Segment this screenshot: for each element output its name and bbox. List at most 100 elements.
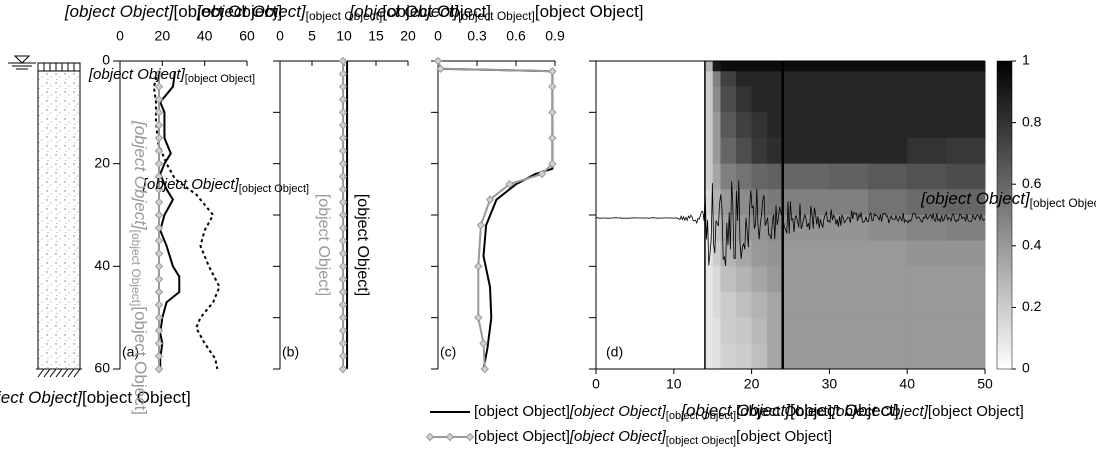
contour-cell [712, 138, 721, 165]
contour-cell [868, 163, 908, 190]
contour-cell [767, 61, 784, 72]
x-tick-label: 50 [977, 376, 993, 392]
subscript: [object Object] [239, 183, 309, 195]
contour-cell [596, 189, 706, 216]
marker [474, 313, 483, 322]
contour-cell [712, 292, 721, 319]
marker [548, 82, 557, 91]
legend-marker [445, 432, 455, 442]
marker [338, 339, 348, 348]
contour-cell [712, 240, 721, 267]
contour-cell [720, 189, 737, 216]
contour-cell [829, 240, 869, 267]
contour-cell [946, 163, 986, 190]
contour-cell [806, 138, 830, 165]
annotation: [object Object][object Object][object Ob… [129, 120, 150, 415]
contour-cell [767, 71, 784, 88]
text-part: [object Object] [535, 2, 644, 21]
text-part: [object Object] [64, 2, 175, 21]
contour-cell [712, 163, 721, 190]
marker [505, 179, 514, 189]
colorbar [996, 60, 1013, 370]
contour-cell [946, 138, 986, 165]
contour-cell [782, 189, 807, 216]
contour-cell [782, 266, 807, 293]
colorbar-tick-label: 0.4 [1022, 237, 1042, 253]
contour-cell [868, 61, 908, 72]
text-part: [object Object] [920, 189, 1031, 208]
contour-cell [868, 317, 908, 344]
text-part: [object Object] [382, 2, 491, 21]
contour-cell [736, 266, 753, 293]
contour-cell [946, 240, 986, 267]
contour-cell [751, 86, 768, 113]
marker [154, 120, 164, 130]
contour-cell [868, 86, 908, 113]
contour-cell [596, 138, 706, 165]
colorbar-tick-label: 0 [1022, 360, 1030, 376]
marker [338, 364, 348, 374]
contour-cell [767, 240, 784, 267]
y-tick-label: 0 [102, 52, 110, 68]
subscript: [object Object] [129, 230, 143, 307]
contour-cell [907, 71, 947, 88]
subscript: [object Object] [1030, 196, 1096, 210]
contour-cell [704, 163, 714, 190]
contour-cell [720, 343, 737, 370]
contour-cell [751, 240, 768, 267]
contour-cell [907, 189, 947, 216]
contour-cell [736, 292, 753, 319]
contour-cell [806, 61, 830, 72]
contour-cell [712, 266, 721, 293]
marker [338, 326, 348, 335]
marker [154, 108, 164, 117]
text-part: [object Object] [131, 306, 150, 415]
profile-line [159, 71, 181, 369]
x-tick-label: 20 [744, 376, 760, 392]
marker [154, 146, 164, 156]
marker [154, 95, 164, 104]
contour-cell [704, 112, 714, 139]
marker [154, 197, 164, 207]
contour-cell [946, 61, 986, 72]
contour-cell [596, 71, 706, 88]
marker [548, 133, 557, 143]
subscript: [object Object] [666, 410, 736, 422]
contour-cell [829, 266, 869, 293]
contour-cell [596, 215, 706, 242]
text-part: [object Object] [790, 401, 899, 420]
text-part: [object Object] [831, 403, 929, 420]
contour-cell [751, 343, 768, 370]
axis-title: [object Object][object Object][object Ob… [196, 2, 491, 23]
contour-cell [907, 317, 947, 344]
marker [485, 195, 495, 204]
contour-cell [712, 317, 721, 344]
x-tick-label: 30 [822, 376, 838, 392]
contour-cell [751, 292, 768, 319]
contour-cell [868, 292, 908, 319]
contour-cell [767, 317, 784, 344]
contour-cell [712, 61, 721, 72]
marker [548, 108, 557, 117]
marker [154, 300, 164, 310]
contour-cell [767, 292, 784, 319]
text-part: [object Object] [0, 388, 83, 407]
contour-cell [712, 189, 721, 216]
marker [338, 249, 348, 258]
x-tick-label: 0.3 [467, 28, 487, 44]
colorbar-title: [object Object][object Object][object Ob… [920, 189, 1096, 210]
contour-cell [736, 343, 753, 370]
marker [338, 82, 348, 91]
contour-cell [946, 266, 986, 293]
accelerogram [595, 180, 986, 267]
profile-line [152, 71, 221, 370]
subscript: [object Object] [185, 73, 255, 85]
legend-label: [object Object][object Object][object Ob… [474, 403, 1024, 422]
contour-cell [868, 266, 908, 293]
marker [338, 56, 348, 66]
contour-cell [704, 292, 714, 319]
contour-cell [868, 343, 908, 370]
subscript: [object Object] [306, 9, 383, 23]
marker [154, 313, 164, 322]
contour-cell [736, 317, 753, 344]
